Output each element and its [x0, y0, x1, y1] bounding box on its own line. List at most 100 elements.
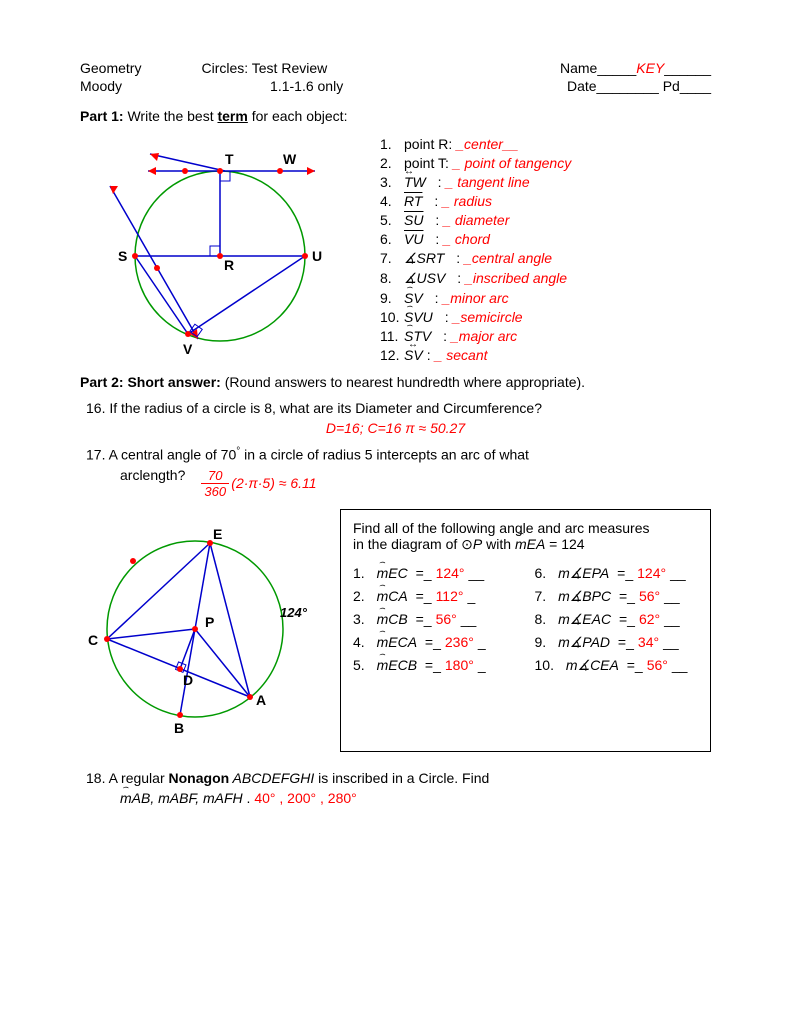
mi-f: = 124: [545, 536, 584, 552]
svg-text:E: E: [213, 526, 222, 542]
svg-text:T: T: [225, 151, 234, 167]
t5s: SU: [404, 212, 423, 228]
m8f: __: [664, 611, 680, 627]
part1-text: Write the best: [124, 108, 218, 124]
mi-e: mEA: [515, 536, 545, 552]
svg-text:C: C: [88, 632, 98, 648]
q16-ans: D=16; C=16 π ≈ 50.27: [80, 420, 711, 436]
svg-text:S: S: [118, 248, 127, 264]
m4a: 236°: [445, 634, 474, 650]
t2n: 2.: [380, 155, 400, 171]
m10a: 56°: [647, 657, 668, 673]
subtitle: 1.1-1.6 only: [270, 78, 343, 94]
m1n: 1.: [353, 565, 365, 581]
m6f: __: [670, 565, 686, 581]
m2s: mCA: [377, 588, 408, 604]
circle-diagram-1: T W S R U V: [80, 136, 360, 356]
m8a: 62°: [639, 611, 660, 627]
m10s: m∡CEA: [566, 657, 619, 674]
part2-heading: Part 2: Short answer: (Round answers to …: [80, 374, 711, 390]
svg-text:P: P: [205, 614, 214, 630]
t11l: :: [443, 328, 447, 344]
m6n: 6.: [535, 565, 547, 581]
m9n: 9.: [535, 634, 547, 650]
q18: 18. A regular Nonagon ABCDEFGHI is inscr…: [86, 770, 711, 786]
measures-grid: 1. mEC =_124°__ 6. m∡EPA =_124° __ 2. mC…: [353, 565, 698, 674]
t9n: 9.: [380, 290, 400, 306]
t1l: point R:: [404, 136, 452, 152]
q17-formula: 70 360 (2·π·5) ≈ 6.11: [201, 468, 316, 499]
t7a: _central angle: [464, 250, 552, 267]
t3l: :: [438, 174, 442, 190]
circle-diagram-2: E P C D A B 124°: [80, 509, 320, 752]
svg-text:A: A: [256, 692, 266, 708]
q18ans: 40° , 200° , 280°: [254, 790, 356, 806]
t6l: :: [435, 231, 439, 247]
doc-title: Circles: Test Review: [201, 60, 327, 76]
t3a: _ tangent line: [446, 174, 530, 190]
q18d: is inscribed in a Circle. Find: [314, 770, 489, 786]
part2-title: Part 2: Short answer:: [80, 374, 221, 390]
teacher: Moody: [80, 78, 122, 94]
header-row-2: Moody 1.1-1.6 only Date________ Pd____: [80, 78, 711, 94]
t8n: 8.: [380, 270, 400, 287]
m9s: m∡PAD: [558, 634, 610, 651]
t12n: 12.: [380, 347, 400, 363]
svg-text:B: B: [174, 720, 184, 736]
t10a: _semicircle: [453, 309, 523, 325]
t4s: RT: [404, 193, 422, 209]
m5a: 180°: [445, 657, 474, 673]
svg-text:124°: 124°: [280, 605, 308, 620]
q16: 16. If the radius of a circle is 8, what…: [86, 400, 711, 416]
t9a: _minor arc: [442, 290, 508, 306]
m2a: 112°: [436, 588, 464, 604]
t12l: :: [427, 347, 431, 363]
t2a: _ point of tangency: [453, 155, 571, 171]
t10l: :: [445, 309, 449, 325]
q17b: in a circle of radius 5 intercepts an ar…: [240, 447, 529, 463]
q18f: .: [243, 790, 255, 806]
t6n: 6.: [380, 231, 400, 247]
q18-line2: mAB, mABF, mAFH . 40° , 200° , 280°: [120, 790, 711, 806]
t7s: ∡SRT: [404, 250, 444, 267]
m1s: mEC: [377, 565, 408, 581]
m2f: _: [467, 588, 475, 604]
measures-intro: Find all of the following angle and arc …: [353, 520, 698, 553]
m5n: 5.: [353, 657, 365, 673]
m9f: __: [663, 634, 679, 650]
m5f: _: [478, 657, 486, 673]
q16-ans-text: D=16; C=16 π ≈ 50.27: [326, 420, 465, 436]
m3s: mCB: [377, 611, 408, 627]
part1-heading: Part 1: Write the best term for each obj…: [80, 108, 711, 124]
t7n: 7.: [380, 250, 400, 267]
q17num: 70: [208, 468, 222, 483]
t6s: VU: [404, 231, 423, 247]
m4f: _: [478, 634, 486, 650]
q17rest: (2·π·5) ≈ 6.11: [231, 475, 316, 491]
mi-a: Find all of the following angle and arc …: [353, 520, 650, 536]
svg-text:R: R: [224, 257, 234, 273]
t3n: 3.: [380, 174, 400, 190]
m7n: 7.: [535, 588, 547, 604]
m7s: m∡BPC: [558, 588, 611, 605]
header-row-1: Geometry Circles: Test Review Name_____K…: [80, 60, 711, 76]
measures-box: Find all of the following angle and arc …: [340, 509, 711, 752]
t4n: 4.: [380, 193, 400, 209]
t8a: _inscribed angle: [465, 270, 567, 287]
part1-content: T W S R U V 1.point R:_center__ 2.point …: [80, 136, 711, 366]
name-suffix: ______: [664, 60, 711, 76]
t12a: _ secant: [435, 347, 488, 363]
course: Geometry: [80, 60, 141, 76]
terms-list: 1.point R:_center__ 2.point T:_ point of…: [380, 136, 711, 366]
name-label: Name_____: [560, 60, 636, 76]
m5s: mECB: [377, 657, 417, 673]
q17: 17. A central angle of 70° in a circle o…: [86, 446, 711, 463]
m3a: 56°: [436, 611, 457, 627]
m7f: __: [664, 588, 680, 604]
part1-suffix: for each object:: [248, 108, 348, 124]
m1f: __: [469, 565, 485, 581]
t5n: 5.: [380, 212, 400, 228]
mi-d: with: [482, 536, 515, 552]
q17c: arclength?: [120, 467, 185, 483]
q18c: ABCDEFGHI: [229, 770, 314, 786]
